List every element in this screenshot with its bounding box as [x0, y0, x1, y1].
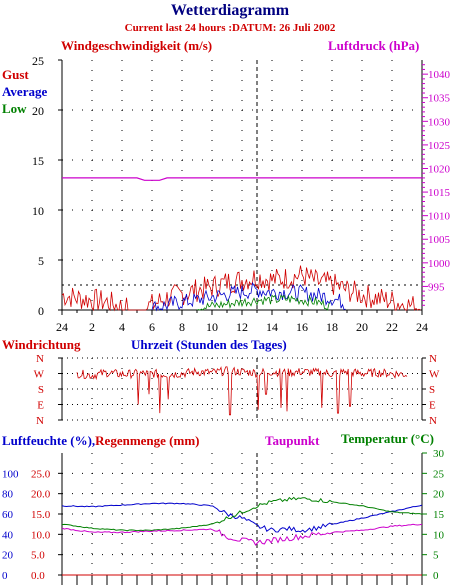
wind-chart: 0510152025995100010051010101510201025103…: [32, 54, 451, 334]
wind-direction-line: [76, 366, 408, 416]
wind-low-line: [196, 294, 331, 311]
x-axis-label: Uhrzeit (Stunden des Tages): [131, 337, 287, 352]
wind-y-tick-label: 5: [38, 254, 44, 268]
legend-gust: Gust: [2, 67, 29, 82]
direction-y2-label: W: [429, 369, 440, 381]
wind-average-line: [151, 281, 346, 312]
humidity-y-label: 80: [2, 489, 14, 501]
rain-y-label: 0.0: [31, 570, 45, 582]
x-tick-label: 4: [119, 320, 125, 334]
x-tick-label: 8: [179, 320, 185, 334]
temperature-y-label: 10: [433, 529, 445, 541]
taupunkt-line: [61, 523, 423, 546]
wind-y-tick-label: 25: [32, 54, 44, 68]
x-tick-label: 20: [356, 320, 368, 334]
rain-y-label: 10.0: [31, 529, 51, 541]
x-tick-label: 24: [416, 320, 428, 334]
temperature-y-label: 15: [433, 509, 445, 521]
temperature-y-label: 20: [433, 489, 445, 501]
pressure-y-tick-label: 1000: [428, 258, 451, 270]
temperatur-line: [61, 496, 423, 532]
direction-y-label: N: [36, 353, 44, 365]
wind-y-tick-label: 20: [32, 104, 44, 118]
pressure-y-tick-label: 1025: [428, 140, 451, 152]
x-tick-label: 24: [56, 320, 68, 334]
pressure-y-tick-label: 1005: [428, 234, 451, 246]
humidity-y-label: 100: [2, 468, 19, 480]
humidity-y-label: 60: [2, 509, 14, 521]
dewpoint-label: Taupunkt: [265, 433, 320, 448]
wind-y-tick-label: 15: [32, 154, 44, 168]
pressure-y-tick-label: 1040: [428, 69, 451, 81]
wind-direction-chart: N NE ES SW WN N: [34, 353, 440, 427]
luftfeuchte-line: [61, 502, 423, 533]
direction-y-label: N: [36, 415, 44, 427]
humidity-rain-label: Luftfeuchte (%),Regenmenge (mm): [2, 433, 199, 448]
pressure-y-tick-label: 1015: [428, 187, 451, 199]
direction-y2-label: E: [429, 400, 436, 412]
x-tick-label: 6: [149, 320, 155, 334]
humidity-y-label: 20: [2, 550, 14, 562]
wind-speed-label: Windgeschwindigkeit (m/s): [61, 38, 212, 53]
pressure-label: Luftdruck (hPa): [328, 38, 419, 53]
rain-y-label: 20.0: [31, 489, 51, 501]
page-subtitle: Current last 24 hours :DATUM: 26 Juli 20…: [125, 22, 336, 34]
wind-gust-line: [61, 265, 421, 312]
rain-y-label: 15.0: [31, 509, 51, 521]
x-tick-label: 18: [326, 320, 338, 334]
pressure-line: [62, 177, 422, 181]
rain-y-label: 5.0: [31, 550, 45, 562]
rain-y-label: 25.0: [31, 468, 51, 480]
temperature-y-label: 0: [433, 570, 439, 582]
temperature-label: Temperatur (°C): [341, 431, 434, 446]
wind-y-tick-label: 10: [32, 204, 44, 218]
pressure-y-tick-label: 1010: [428, 211, 451, 223]
x-tick-label: 2: [89, 320, 95, 334]
wind-direction-label: Windrichtung: [2, 337, 81, 352]
pressure-y-tick-label: 1030: [428, 116, 451, 128]
humidity-y-label: 0: [2, 570, 8, 582]
legend-low: Low: [2, 101, 27, 116]
direction-y-label: E: [37, 400, 44, 412]
legend-average: Average: [2, 84, 47, 99]
direction-y2-label: N: [429, 353, 437, 365]
direction-y2-label: S: [429, 384, 435, 396]
humidity-chart: 0 0.0 20 5.0 40 10.0 60 15.0 80 20.0 100 25.0 0 5 10 15…: [2, 448, 445, 585]
pressure-y-tick-label: 1020: [428, 163, 451, 175]
pressure-y-tick-label: 995: [428, 281, 445, 293]
direction-y2-label: N: [429, 415, 437, 427]
direction-y-label: S: [38, 384, 44, 396]
temperature-y-label: 25: [433, 468, 445, 480]
x-tick-label: 10: [206, 320, 218, 334]
pressure-y-tick-label: 1035: [428, 93, 451, 105]
x-tick-label: 12: [236, 320, 248, 334]
page-title: Wetterdiagramm: [171, 2, 290, 19]
x-tick-label: 22: [386, 320, 398, 334]
humidity-y-label: 40: [2, 529, 14, 541]
direction-y-label: W: [34, 369, 45, 381]
temperature-y-label: 30: [433, 448, 445, 460]
x-tick-label: 16: [296, 320, 308, 334]
wind-y-tick-label: 0: [38, 304, 44, 318]
temperature-y-label: 5: [433, 550, 439, 562]
x-tick-label: 14: [266, 320, 278, 334]
